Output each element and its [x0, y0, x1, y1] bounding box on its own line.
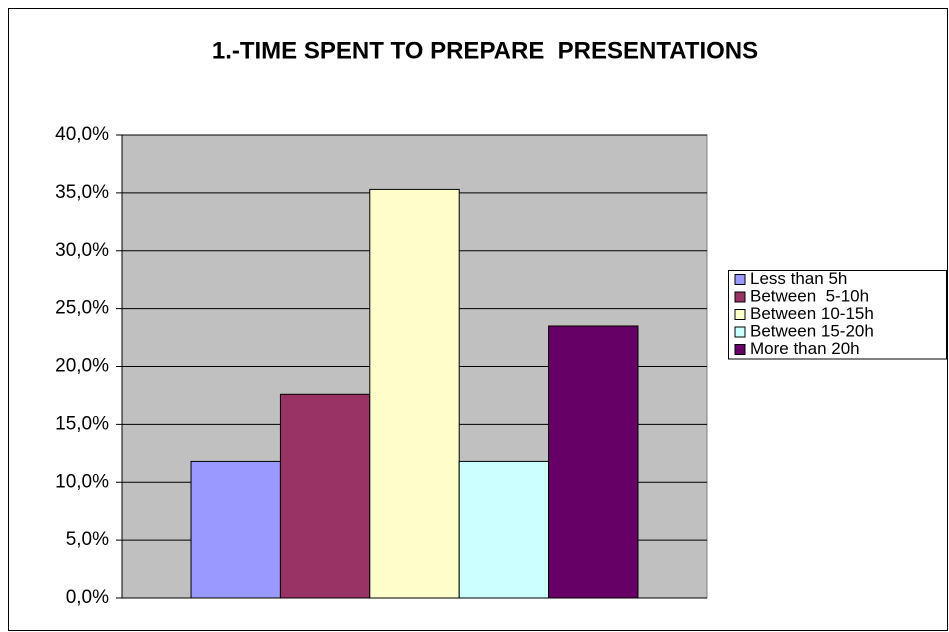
y-tick-label: 25,0% — [55, 298, 109, 319]
y-tick-label: 40,0% — [55, 124, 109, 145]
y-tick-label: 35,0% — [55, 182, 109, 203]
y-tick-label: 30,0% — [55, 240, 109, 261]
bar — [458, 460, 550, 599]
y-tick-label: 15,0% — [55, 413, 109, 434]
legend-label: More than 20h — [750, 339, 860, 358]
bar — [548, 325, 639, 599]
legend-label: Between 5-10h — [750, 286, 869, 305]
bar — [279, 393, 371, 599]
bar — [369, 188, 460, 599]
legend-swatch — [734, 291, 746, 303]
legend-swatch — [734, 344, 746, 355]
legend-label: Less than 5h — [750, 269, 847, 288]
legend-label: Between 15-20h — [750, 321, 874, 340]
y-tick-label: 0,0% — [66, 587, 109, 608]
legend-swatch — [734, 326, 746, 338]
chart-title: 1.-TIME SPENT TO PREPARE PRESENTATIONS — [212, 37, 758, 64]
bar — [190, 460, 281, 599]
y-tick-label: 20,0% — [55, 356, 109, 377]
y-tick-label: 5,0% — [66, 529, 109, 550]
y-tick-label: 10,0% — [55, 471, 109, 492]
legend-label: Between 10-15h — [750, 304, 874, 323]
legend-box — [728, 270, 947, 360]
legend-swatch — [734, 309, 746, 320]
legend-swatch — [734, 274, 746, 285]
